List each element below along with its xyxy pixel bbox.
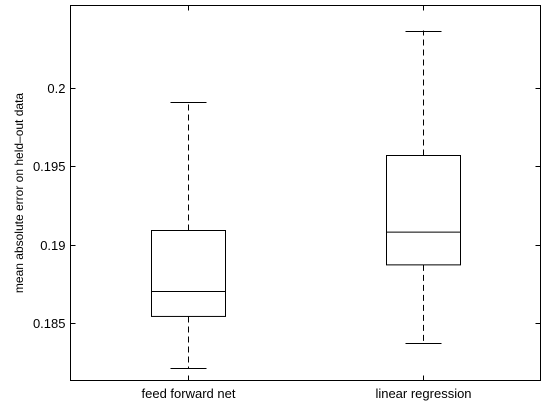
iqr-box bbox=[151, 230, 226, 317]
boxes-group bbox=[151, 30, 461, 369]
x-axis: feed forward net linear regression bbox=[142, 5, 472, 401]
y-axis: 0.185 0.19 0.195 0.2 bbox=[33, 81, 541, 331]
y-tick-label: 0.195 bbox=[33, 159, 66, 174]
iqr-box bbox=[386, 155, 461, 266]
y-tick-label: 0.185 bbox=[33, 316, 66, 331]
plot-area bbox=[70, 5, 541, 381]
x-category-label: feed forward net bbox=[142, 386, 236, 401]
y-axis-label: mean absolute error on held–out data bbox=[12, 93, 26, 293]
box-1 bbox=[151, 102, 226, 369]
x-category-label: linear regression bbox=[375, 386, 471, 401]
box-2 bbox=[386, 30, 461, 344]
y-tick-label: 0.19 bbox=[40, 238, 65, 253]
y-tick-label: 0.2 bbox=[47, 81, 65, 96]
